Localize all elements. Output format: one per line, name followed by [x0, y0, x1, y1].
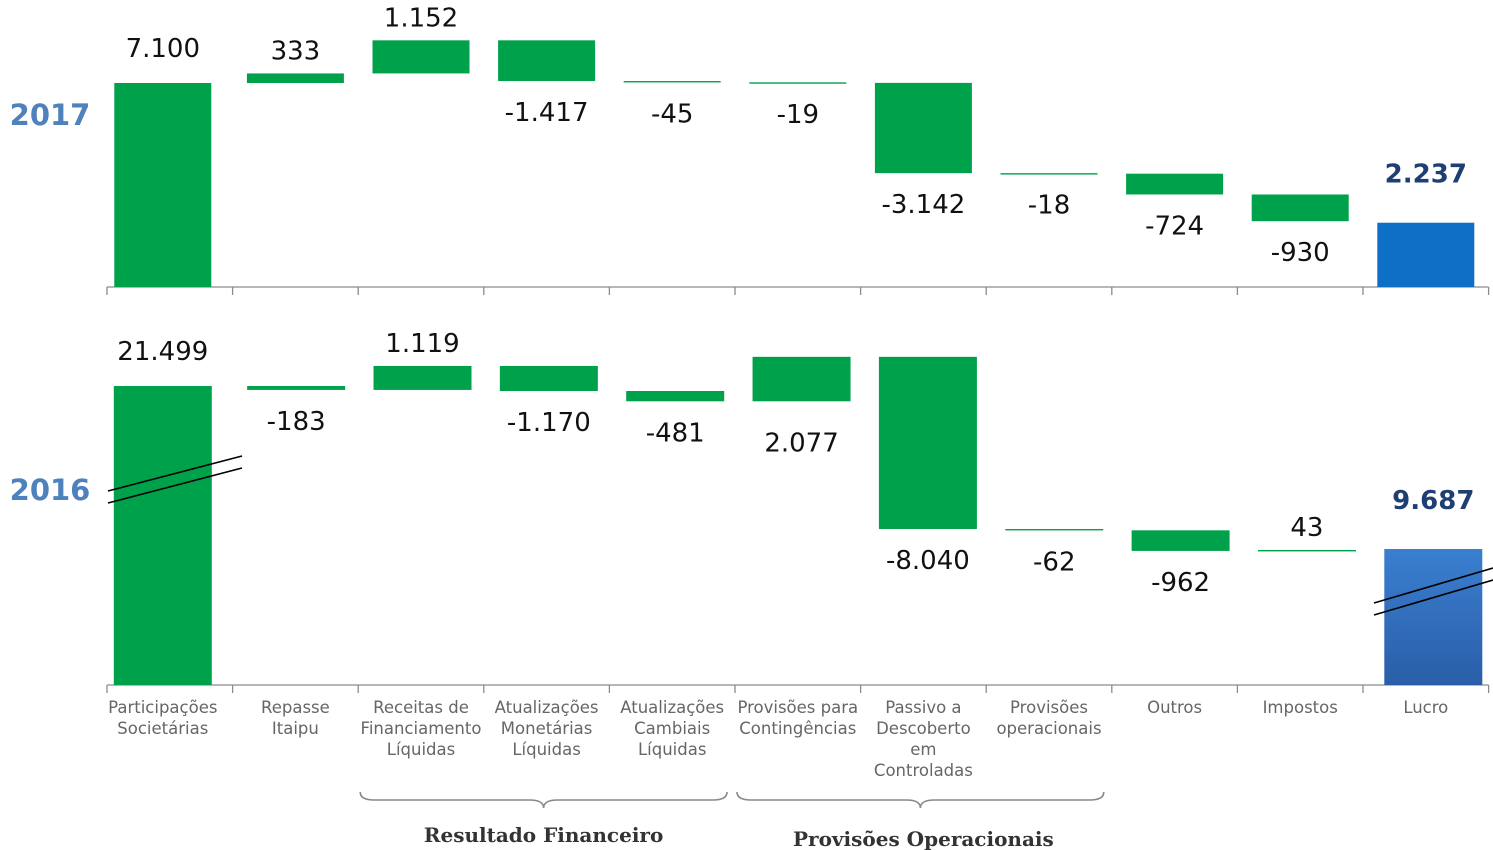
- bar-0: [114, 83, 212, 287]
- bar-4: [626, 391, 725, 402]
- value-label: 333: [271, 36, 321, 66]
- bar-3: [499, 365, 598, 392]
- value-label: -1.417: [505, 98, 589, 128]
- category-label-line: Itaipu: [272, 719, 319, 738]
- category-label-line: Líquidas: [387, 740, 455, 759]
- category-label-line: Repasse: [261, 698, 330, 717]
- category-label-line: Líquidas: [512, 740, 580, 759]
- bar-6: [878, 356, 977, 529]
- bar-3: [498, 40, 596, 82]
- value-label: -19: [777, 100, 819, 130]
- category-label: Outros: [1147, 698, 1202, 717]
- category-label-line: Lucro: [1403, 698, 1448, 717]
- category-label: Receitas de Financiamento Líquidas: [361, 698, 482, 759]
- category-labels: Participações Societárias Repasse Itaipu Rec…: [108, 698, 1448, 780]
- value-label: 1.152: [384, 3, 458, 33]
- value-label: -962: [1151, 568, 1210, 598]
- value-label: 21.499: [117, 337, 208, 367]
- value-label: -18: [1028, 191, 1070, 221]
- panel-2017: 2017 7.100 333 1.152 -1.417 -45 -19 -3.142 -18 -7…: [10, 3, 1490, 295]
- value-label: 7.100: [126, 34, 200, 64]
- value-label: -1.170: [507, 408, 591, 438]
- bar-total: [1384, 549, 1483, 685]
- category-label: Provisões operacionais: [996, 698, 1101, 738]
- total-value-label: 9.687: [1392, 486, 1474, 516]
- axis-break-mark: [107, 455, 243, 492]
- category-label-line: Provisões para: [737, 698, 858, 717]
- bar-1: [247, 386, 346, 390]
- category-label: Atualizações Monetárias Líquidas: [495, 698, 599, 759]
- axis-break-mark: [107, 467, 243, 504]
- category-label-line: Provisões: [1010, 698, 1088, 717]
- group-label: Provisões Operacionais: [793, 827, 1054, 850]
- bar-0: [113, 386, 212, 685]
- bar-4: [623, 81, 721, 83]
- axis-break-mark: [1373, 579, 1493, 616]
- bar-total: [1377, 222, 1475, 287]
- bar-1: [246, 73, 344, 83]
- value-label: -930: [1271, 238, 1330, 268]
- bar-5: [752, 356, 851, 402]
- category-label-line: em: [910, 740, 936, 759]
- group-label: Resultado Financeiro: [424, 823, 663, 847]
- category-label-line: Cambiais: [634, 719, 710, 738]
- bar-7: [1000, 173, 1098, 175]
- category-label-line: Atualizações: [620, 698, 724, 717]
- year-label: 2016: [10, 473, 91, 507]
- category-label-line: Passivo a: [885, 698, 961, 717]
- category-label-line: Contingências: [739, 719, 856, 738]
- panel-2016: 2016 21.499 -183 1.119 -1.170 -481 2.077 -8.040…: [10, 329, 1493, 693]
- category-label-line: Descoberto: [876, 719, 971, 738]
- bar-7: [1005, 528, 1104, 531]
- category-label-line: operacionais: [996, 719, 1101, 738]
- bar-8: [1131, 530, 1230, 551]
- bar-5: [749, 82, 847, 84]
- category-label-line: Societárias: [117, 719, 208, 738]
- value-label: -724: [1145, 211, 1204, 241]
- group-braces: Resultado Financeiro Provisões Operaciona…: [359, 791, 1105, 850]
- value-label: -45: [651, 99, 693, 129]
- bar-6: [874, 82, 972, 174]
- category-label: Provisões para Contingências: [737, 698, 858, 738]
- value-label: 1.119: [385, 329, 459, 359]
- category-label-line: Monetárias: [501, 719, 593, 738]
- category-label: Participações Societárias: [108, 698, 217, 738]
- category-label-line: Controladas: [874, 761, 973, 780]
- group-brace: [736, 791, 1105, 809]
- category-label: Impostos: [1263, 698, 1338, 717]
- value-label: -62: [1033, 547, 1075, 577]
- category-label-line: Receitas de: [373, 698, 469, 717]
- category-label: Repasse Itaipu: [261, 698, 330, 738]
- value-label: 2.077: [764, 428, 838, 458]
- value-label: -183: [267, 407, 326, 437]
- year-label: 2017: [10, 98, 91, 132]
- category-label-line: Participações: [108, 698, 217, 717]
- value-label: -8.040: [886, 546, 970, 576]
- bar-2: [373, 365, 472, 390]
- category-label: Lucro: [1403, 698, 1448, 717]
- category-label: Atualizações Cambiais Líquidas: [620, 698, 724, 759]
- category-label-line: Outros: [1147, 698, 1202, 717]
- bar-8: [1126, 173, 1224, 195]
- category-label-line: Impostos: [1263, 698, 1338, 717]
- total-value-label: 2.237: [1385, 160, 1467, 190]
- bar-9: [1257, 550, 1356, 552]
- value-label: -481: [646, 418, 705, 448]
- axis-break-mark: [1373, 567, 1493, 604]
- category-label-line: Atualizações: [495, 698, 599, 717]
- category-label: Passivo a Descoberto em Controladas: [874, 698, 973, 780]
- value-label: -3.142: [881, 190, 965, 220]
- category-label-line: Financiamento: [361, 719, 482, 738]
- bar-2: [372, 40, 470, 74]
- category-label-line: Líquidas: [638, 740, 706, 759]
- group-brace: [359, 791, 728, 809]
- value-label: 43: [1290, 513, 1323, 543]
- bar-9: [1251, 194, 1349, 222]
